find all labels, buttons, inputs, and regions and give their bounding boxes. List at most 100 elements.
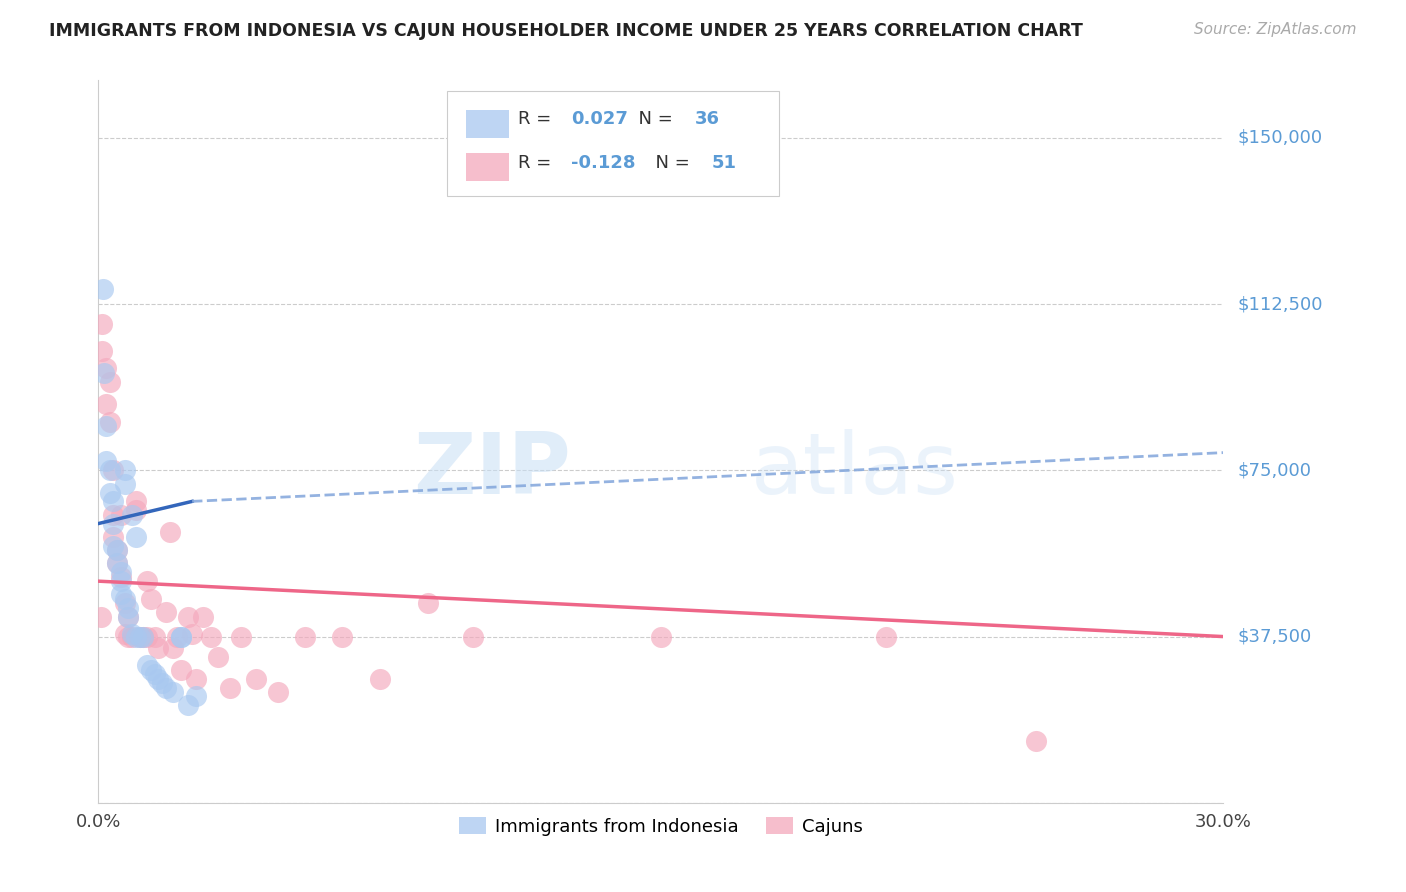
Point — [294, 630, 316, 644]
Point — [143, 630, 166, 644]
Text: $150,000: $150,000 — [1237, 129, 1322, 147]
Point — [103, 494, 125, 508]
Point — [103, 516, 125, 531]
Point — [103, 539, 125, 553]
Point — [103, 463, 125, 477]
Point — [110, 587, 132, 601]
Point — [132, 630, 155, 644]
Point — [98, 375, 121, 389]
Legend: Immigrants from Indonesia, Cajuns: Immigrants from Indonesia, Cajuns — [451, 810, 870, 843]
Point — [125, 630, 148, 644]
Point — [105, 543, 128, 558]
Point — [114, 596, 136, 610]
Point — [114, 476, 136, 491]
Text: atlas: atlas — [751, 429, 959, 512]
Point — [125, 530, 148, 544]
Point — [121, 508, 143, 522]
Point — [1025, 733, 1047, 747]
Point — [94, 419, 117, 434]
Point — [143, 667, 166, 681]
Point — [114, 463, 136, 477]
Point — [125, 494, 148, 508]
Point — [90, 609, 112, 624]
Text: ZIP: ZIP — [413, 429, 571, 512]
Point — [117, 600, 139, 615]
Point — [128, 630, 150, 644]
Point — [128, 630, 150, 644]
Point — [91, 343, 114, 358]
Point — [162, 640, 184, 655]
Point — [200, 630, 222, 644]
Point — [91, 317, 114, 331]
Point — [170, 663, 193, 677]
Point — [218, 681, 240, 695]
Point — [148, 640, 170, 655]
Point — [98, 485, 121, 500]
Text: IMMIGRANTS FROM INDONESIA VS CAJUN HOUSEHOLDER INCOME UNDER 25 YEARS CORRELATION: IMMIGRANTS FROM INDONESIA VS CAJUN HOUSE… — [49, 22, 1083, 40]
Bar — [467, 111, 509, 137]
FancyBboxPatch shape — [447, 91, 779, 196]
Point — [463, 630, 485, 644]
Point — [150, 676, 173, 690]
Point — [110, 566, 132, 580]
Text: R =: R = — [517, 154, 557, 172]
Point — [114, 627, 136, 641]
Point — [94, 361, 117, 376]
Point — [136, 574, 159, 589]
Text: Source: ZipAtlas.com: Source: ZipAtlas.com — [1194, 22, 1357, 37]
Point — [125, 503, 148, 517]
Point — [121, 630, 143, 644]
Point — [330, 630, 353, 644]
Point — [650, 630, 672, 644]
Text: N =: N = — [644, 154, 696, 172]
Point — [181, 627, 204, 641]
Point — [105, 543, 128, 558]
Point — [93, 366, 115, 380]
Point — [155, 605, 177, 619]
Text: 51: 51 — [711, 154, 737, 172]
Point — [103, 530, 125, 544]
Point — [98, 415, 121, 429]
Text: $112,500: $112,500 — [1237, 295, 1323, 313]
Point — [229, 630, 252, 644]
Point — [875, 630, 897, 644]
Point — [117, 609, 139, 624]
Text: R =: R = — [517, 110, 557, 128]
Point — [170, 630, 193, 644]
Point — [166, 630, 188, 644]
Point — [267, 685, 290, 699]
Point — [117, 630, 139, 644]
Point — [418, 596, 440, 610]
Bar — [467, 153, 509, 180]
Point — [368, 672, 391, 686]
Point — [245, 672, 267, 686]
Text: 0.027: 0.027 — [571, 110, 627, 128]
Point — [110, 570, 132, 584]
Point — [121, 627, 143, 641]
Point — [193, 609, 215, 624]
Point — [98, 463, 121, 477]
Point — [184, 672, 207, 686]
Point — [114, 591, 136, 606]
Text: $75,000: $75,000 — [1237, 461, 1312, 479]
Point — [139, 591, 162, 606]
Text: 36: 36 — [695, 110, 720, 128]
Point — [105, 557, 128, 571]
Text: -0.128: -0.128 — [571, 154, 636, 172]
Point — [177, 609, 200, 624]
Point — [105, 557, 128, 571]
Point — [110, 508, 132, 522]
Point — [91, 282, 114, 296]
Text: $37,500: $37,500 — [1237, 628, 1312, 646]
Point — [136, 658, 159, 673]
Point — [94, 397, 117, 411]
Point — [162, 685, 184, 699]
Point — [132, 630, 155, 644]
Point — [148, 672, 170, 686]
Point — [117, 609, 139, 624]
Point — [207, 649, 229, 664]
Point — [155, 681, 177, 695]
Point — [184, 690, 207, 704]
Point — [136, 630, 159, 644]
Point — [94, 454, 117, 468]
